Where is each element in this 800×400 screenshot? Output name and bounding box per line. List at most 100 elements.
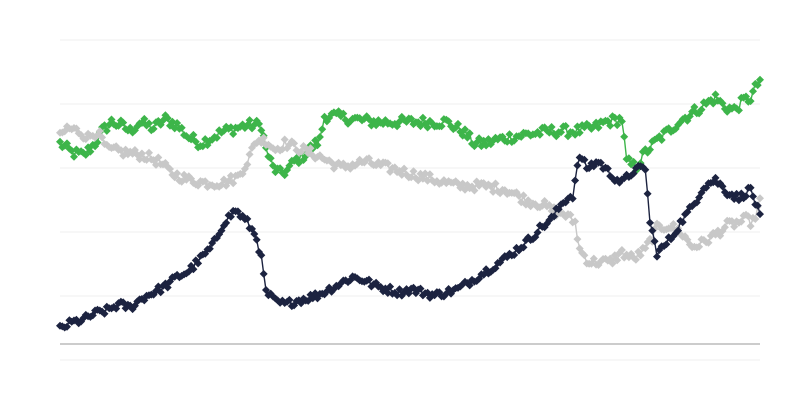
data-point-marker (409, 167, 418, 176)
data-point-marker (418, 113, 427, 122)
data-point-marker (711, 90, 720, 99)
data-point-marker (753, 201, 762, 210)
data-point-marker (571, 217, 580, 226)
data-point-marker (229, 179, 238, 188)
data-point-marker (102, 126, 111, 135)
data-point-marker (145, 148, 153, 157)
data-point-marker (519, 243, 528, 252)
data-point-marker (130, 126, 139, 135)
data-point-marker (510, 251, 519, 259)
data-point-marker (756, 210, 764, 219)
data-point-marker (465, 129, 474, 138)
data-point-marker (641, 244, 650, 253)
data-point-marker (315, 133, 324, 141)
data-point-marker (533, 228, 542, 237)
data-point-marker (749, 192, 757, 201)
data-point-marker (678, 218, 687, 227)
data-point-marker (461, 125, 469, 134)
data-point-marker (383, 159, 392, 168)
data-point-marker (566, 210, 575, 219)
data-point-marker (653, 252, 661, 261)
data-point-marker (255, 119, 263, 128)
data-point-marker (58, 143, 67, 152)
data-point-marker (535, 130, 544, 139)
data-point-marker (226, 171, 235, 180)
data-point-marker (610, 113, 619, 122)
data-point-marker (720, 223, 729, 232)
data-point-marker (550, 212, 558, 221)
data-point-marker (524, 196, 533, 205)
data-point-marker (749, 87, 757, 96)
data-point-marker (648, 226, 657, 235)
data-point-marker (751, 215, 760, 223)
data-point-marker (503, 137, 512, 146)
data-point-marker (137, 149, 146, 158)
data-point-marker (297, 147, 306, 156)
data-point-marker (166, 165, 174, 173)
data-point-marker (646, 145, 654, 154)
data-point-marker (119, 118, 128, 127)
data-point-marker (306, 144, 315, 153)
data-point-marker (135, 155, 144, 164)
data-point-marker (641, 165, 650, 174)
data-point-marker (734, 106, 743, 115)
data-point-marker (189, 265, 198, 274)
data-point-marker (173, 169, 182, 178)
data-point-marker (646, 218, 654, 227)
data-point-marker (746, 97, 755, 106)
data-point-marker (568, 194, 577, 203)
data-point-marker (704, 238, 713, 247)
data-point-marker (613, 121, 622, 130)
series-group (56, 75, 764, 332)
data-point-marker (70, 152, 78, 161)
data-point-marker (603, 164, 612, 173)
data-point-marker (226, 123, 235, 132)
data-point-marker (226, 212, 235, 221)
data-point-marker (212, 133, 221, 142)
data-point-marker (259, 269, 268, 278)
data-point-marker (318, 125, 327, 134)
data-point-marker (121, 145, 130, 154)
data-point-marker (386, 282, 395, 291)
data-point-marker (250, 230, 259, 238)
data-point-marker (573, 161, 582, 170)
data-point-marker (63, 322, 71, 331)
data-point-marker (98, 133, 107, 142)
data-point-marker (594, 123, 603, 132)
data-point-marker (365, 275, 373, 284)
data-point-marker (60, 127, 69, 136)
data-point-marker (393, 291, 402, 300)
data-point-marker (245, 150, 254, 159)
data-point-marker (571, 176, 580, 185)
data-point-marker (100, 121, 109, 130)
data-point-marker (149, 124, 158, 133)
data-point-marker (580, 155, 589, 164)
data-point-marker (194, 259, 203, 268)
data-point-marker (229, 130, 238, 138)
data-point-marker (140, 114, 149, 123)
data-point-marker (280, 135, 289, 144)
data-point-marker (243, 214, 252, 223)
data-point-marker (561, 122, 570, 130)
data-point-marker (732, 189, 741, 198)
data-point-marker (313, 141, 322, 150)
data-point-marker (547, 123, 556, 131)
data-point-marker (163, 283, 172, 292)
data-point-marker (695, 242, 704, 251)
data-point-marker (746, 222, 755, 231)
data-point-marker (711, 173, 720, 182)
data-point-marker (491, 179, 500, 188)
data-point-marker (154, 282, 163, 291)
data-point-marker (177, 123, 186, 132)
data-point-marker (437, 122, 446, 131)
data-point-marker (290, 139, 299, 148)
data-point-marker (657, 136, 666, 144)
series-3 (56, 153, 764, 332)
data-point-marker (154, 153, 163, 162)
data-point-marker (243, 160, 252, 169)
data-point-marker (519, 191, 528, 200)
data-point-marker (650, 237, 659, 246)
data-point-marker (742, 192, 750, 201)
data-point-marker (259, 133, 268, 142)
